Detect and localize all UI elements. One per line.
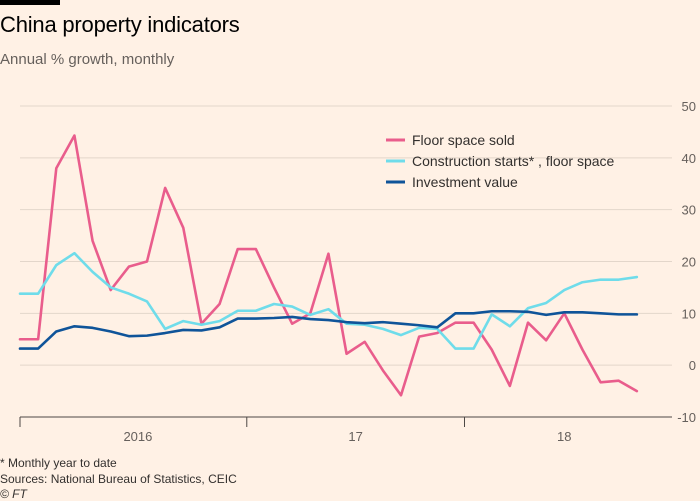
x-tick-label: 18 bbox=[557, 429, 571, 444]
series-line bbox=[18, 251, 639, 350]
legend-label: Floor space sold bbox=[412, 132, 515, 148]
legend-label: Investment value bbox=[412, 174, 518, 190]
series-line bbox=[18, 134, 639, 397]
y-tick-label: 10 bbox=[682, 306, 696, 321]
y-tick-label: 40 bbox=[682, 151, 696, 166]
y-tick-label: 50 bbox=[682, 99, 696, 114]
sources: Sources: National Bureau of Statistics, … bbox=[0, 472, 237, 486]
y-tick-label: 20 bbox=[682, 255, 696, 270]
y-tick-label: 30 bbox=[682, 203, 696, 218]
y-tick-label: 0 bbox=[689, 358, 696, 373]
ft-top-bar bbox=[0, 0, 60, 5]
x-tick-label: 2016 bbox=[123, 429, 152, 444]
chart-subtitle: Annual % growth, monthly bbox=[0, 51, 175, 68]
y-tick-label: -10 bbox=[677, 410, 696, 425]
legend-label: Construction starts* , floor space bbox=[412, 153, 615, 169]
footnote: * Monthly year to date bbox=[0, 456, 117, 470]
chart-title: China property indicators bbox=[0, 12, 240, 37]
series-line bbox=[18, 309, 639, 350]
x-tick-label: 17 bbox=[348, 429, 362, 444]
copyright: © FT bbox=[0, 487, 27, 501]
